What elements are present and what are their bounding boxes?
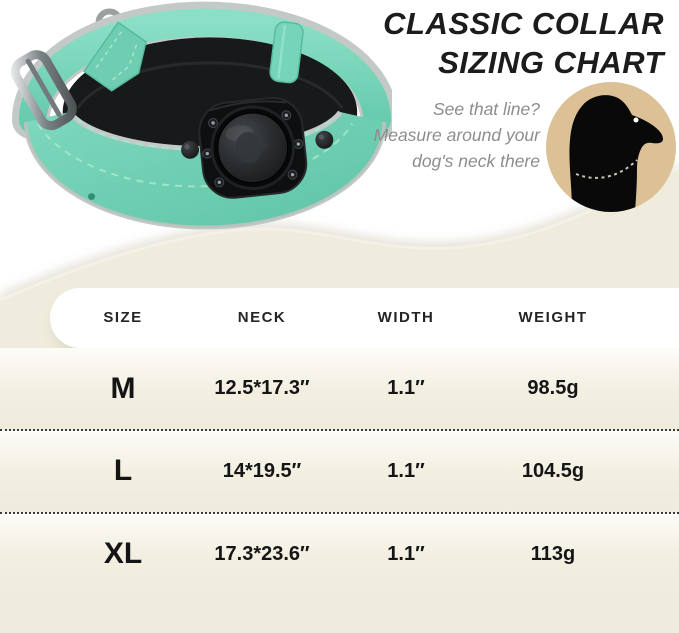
weight-value: 104.5g [521, 460, 585, 482]
strap-tail [82, 21, 147, 92]
width-value: 1.1″ [387, 543, 425, 565]
table-header-row: SIZE NECK WIDTH WEIGHT [0, 288, 679, 348]
header-weight: WEIGHT [518, 309, 588, 326]
width-value: 1.1″ [387, 460, 425, 482]
front-strap-bottom-piping [23, 121, 387, 230]
header-size: SIZE [103, 309, 143, 326]
tagline-line-1: See that line? [432, 99, 540, 119]
dog-silhouette [569, 95, 663, 212]
stitching-bottom [36, 123, 354, 188]
title-line-1: CLASSIC COLLAR [383, 6, 664, 41]
dog-badge [546, 82, 676, 212]
row-divider [0, 429, 679, 431]
rivet-left [181, 140, 199, 159]
tagline: See that line? Measure around your dog's… [374, 96, 540, 174]
table-header-band [50, 288, 679, 348]
neck-value: 12.5*17.3″ [214, 377, 310, 399]
rivet-right [315, 130, 334, 149]
keeper-loop [269, 21, 304, 84]
header-width: WIDTH [377, 309, 435, 326]
title-line-2: SIZING CHART [438, 45, 664, 80]
dog-engraving-icon [235, 131, 269, 163]
row-band-xl [0, 513, 679, 595]
row-band-l [0, 430, 679, 512]
weight-value: 98.5g [527, 377, 579, 399]
table-row: XL 17.3*23.6″ 1.1″ 113g [0, 513, 679, 595]
page-title: CLASSIC COLLAR SIZING CHART [383, 4, 664, 82]
dog-head-silhouette-icon [569, 95, 663, 212]
weight-value: 113g [530, 543, 576, 565]
collar-measure-line [575, 159, 638, 179]
width-value: 1.1″ [387, 377, 425, 399]
size-value: M [110, 372, 136, 405]
row-band-m [0, 348, 679, 429]
neck-value: 17.3*23.6″ [214, 543, 310, 565]
tagline-line-3: dog's neck there [412, 151, 540, 171]
neck-value: 14*19.5″ [222, 460, 302, 482]
size-value: L [113, 454, 133, 487]
wave-highlight [0, 166, 679, 302]
collar-product-photo-icon [10, 1, 392, 230]
tagline-line-2: Measure around your [373, 125, 540, 145]
strap-hole [88, 193, 96, 201]
dog-eye [633, 117, 639, 123]
lining-highlight [76, 61, 344, 109]
row-divider [0, 512, 679, 514]
airtag-case [198, 96, 308, 199]
header-neck: NECK [237, 309, 287, 326]
size-value: XL [103, 537, 143, 570]
table-row: M 12.5*17.3″ 1.1″ 98.5g [0, 348, 679, 429]
buckle [10, 50, 77, 131]
table-row: L 14*19.5″ 1.1″ 104.5g [0, 430, 679, 512]
